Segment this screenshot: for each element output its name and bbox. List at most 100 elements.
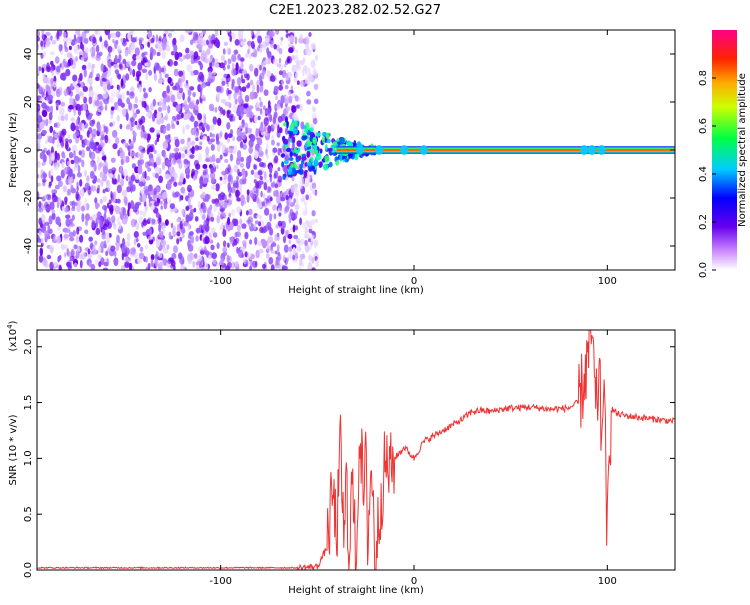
noise-speckle [261, 220, 265, 229]
noise-speckle [138, 86, 143, 93]
noise-speckle [73, 107, 76, 117]
signal-blob [355, 145, 364, 155]
noise-speckle [216, 164, 219, 170]
noise-speckle [259, 48, 263, 53]
noise-speckle [130, 247, 136, 255]
noise-speckle [293, 78, 298, 83]
noise-speckle [111, 197, 117, 203]
noise-speckle [223, 41, 229, 46]
noise-speckle [206, 135, 210, 142]
noise-speckle [290, 85, 294, 91]
noise-speckle [187, 96, 192, 102]
noise-speckle [256, 157, 262, 163]
noise-speckle [115, 39, 119, 45]
noise-speckle [173, 68, 179, 77]
noise-speckle [142, 193, 147, 203]
noise-speckle [75, 119, 79, 125]
noise-speckle [248, 146, 254, 154]
noise-speckle [68, 231, 74, 238]
noise-speckle [295, 238, 301, 244]
noise-speckle [41, 67, 45, 74]
noise-speckle [41, 214, 46, 222]
transition-speckle [291, 136, 296, 144]
noise-speckle [125, 112, 129, 121]
bottom-x-tick-label: 0 [411, 576, 417, 587]
noise-speckle [210, 138, 216, 143]
noise-speckle [106, 258, 109, 267]
noise-speckle [119, 178, 125, 187]
noise-speckle [75, 235, 80, 244]
noise-speckle [69, 255, 75, 262]
noise-speckle [153, 201, 160, 207]
noise-speckle [270, 182, 276, 188]
transition-speckle [310, 156, 314, 163]
noise-speckle [46, 62, 50, 70]
noise-speckle [247, 127, 253, 134]
noise-speckle [114, 69, 120, 75]
transition-speckle [325, 132, 330, 140]
transition-speckle [353, 140, 357, 148]
noise-speckle [256, 137, 263, 146]
noise-speckle [186, 64, 192, 72]
noise-speckle [78, 51, 83, 57]
noise-speckle [129, 30, 134, 35]
noise-speckle [37, 115, 43, 124]
noise-speckle [81, 123, 85, 132]
noise-speckle [130, 151, 136, 157]
noise-speckle [256, 196, 259, 204]
noise-speckle [276, 103, 281, 110]
noise-speckle [233, 49, 239, 55]
noise-speckle [286, 55, 293, 64]
noise-speckle [121, 92, 126, 101]
noise-speckle [193, 69, 199, 76]
noise-speckle [153, 149, 157, 154]
noise-speckle [125, 155, 130, 163]
noise-speckle [137, 165, 143, 175]
noise-speckle [89, 133, 93, 139]
noise-speckle [44, 201, 48, 209]
noise-speckle [244, 231, 249, 240]
noise-speckle [231, 54, 237, 63]
noise-speckle [240, 156, 245, 163]
transition-speckle [335, 160, 340, 166]
noise-speckle [76, 204, 81, 213]
noise-speckle [63, 232, 68, 241]
noise-speckle [148, 87, 152, 93]
noise-speckle [104, 104, 108, 111]
noise-speckle [311, 77, 314, 83]
noise-speckle [179, 236, 183, 242]
noise-speckle [147, 262, 151, 270]
noise-speckle [302, 67, 305, 77]
noise-speckle [238, 125, 242, 130]
noise-speckle [147, 167, 152, 172]
noise-speckle [294, 36, 298, 45]
noise-speckle [112, 191, 117, 199]
noise-speckle [142, 219, 148, 226]
noise-speckle [37, 30, 40, 37]
noise-speckle [295, 210, 299, 216]
noise-speckle [129, 127, 134, 132]
noise-speckle [170, 176, 175, 183]
noise-speckle [156, 137, 160, 142]
noise-speckle [45, 40, 51, 46]
noise-speckle [292, 254, 296, 261]
noise-speckle [145, 112, 151, 117]
noise-speckle [227, 242, 230, 248]
noise-speckle [143, 87, 146, 93]
noise-speckle [104, 134, 109, 144]
noise-speckle [226, 47, 232, 55]
noise-speckle [211, 198, 216, 204]
noise-speckle [286, 106, 291, 111]
noise-speckle [162, 247, 169, 254]
noise-speckle [206, 39, 209, 46]
noise-speckle [205, 146, 210, 156]
noise-speckle [170, 51, 175, 56]
noise-speckle [184, 30, 190, 34]
noise-speckle [143, 131, 148, 140]
noise-speckle [299, 59, 305, 66]
noise-speckle [164, 134, 171, 140]
noise-speckle [102, 72, 107, 79]
noise-speckle [70, 122, 76, 132]
noise-speckle [130, 218, 137, 228]
noise-speckle [138, 252, 145, 260]
